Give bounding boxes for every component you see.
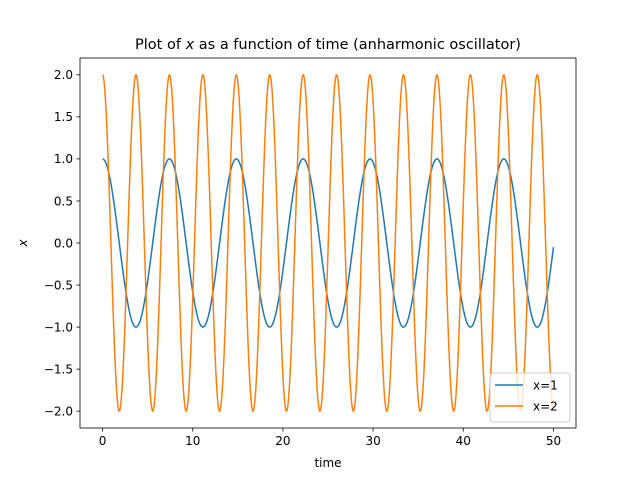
legend-box xyxy=(489,372,571,423)
y-axis-ticks: 2.0 1.5 1.0 0.5 0.0 −0.5 −1.0 −1.5 −2.0 xyxy=(44,68,80,418)
x-tick-label: 10 xyxy=(185,434,200,448)
x-tick-label: 50 xyxy=(546,434,561,448)
x-axis-ticks: 0 10 20 30 40 50 xyxy=(99,428,561,448)
y-tick-label: 1.5 xyxy=(54,110,73,124)
x-tick-label: 40 xyxy=(456,434,471,448)
y-tick-label: −1.0 xyxy=(44,320,73,334)
y-tick-label: −0.5 xyxy=(44,278,73,292)
legend: x=1 x=2 xyxy=(489,372,571,423)
x-axis-label: time xyxy=(314,456,341,470)
y-axis-label: x xyxy=(16,239,30,248)
y-tick-label: 2.0 xyxy=(54,68,73,82)
x-tick-label: 20 xyxy=(275,434,290,448)
legend-label-x1: x=1 xyxy=(533,379,558,393)
y-tick-label: 0.0 xyxy=(54,236,73,250)
y-tick-label: −2.0 xyxy=(44,404,73,418)
legend-label-x2: x=2 xyxy=(533,400,558,414)
y-tick-label: −1.5 xyxy=(44,362,73,376)
y-tick-label: 0.5 xyxy=(54,194,73,208)
y-tick-label: 1.0 xyxy=(54,152,73,166)
x-tick-label: 0 xyxy=(99,434,107,448)
x-tick-label: 30 xyxy=(365,434,380,448)
series-group xyxy=(102,74,555,412)
series-line-1 xyxy=(102,158,555,328)
chart-title: Plot of x as a function of time (anharmo… xyxy=(135,37,521,53)
series-line-2 xyxy=(102,74,555,412)
